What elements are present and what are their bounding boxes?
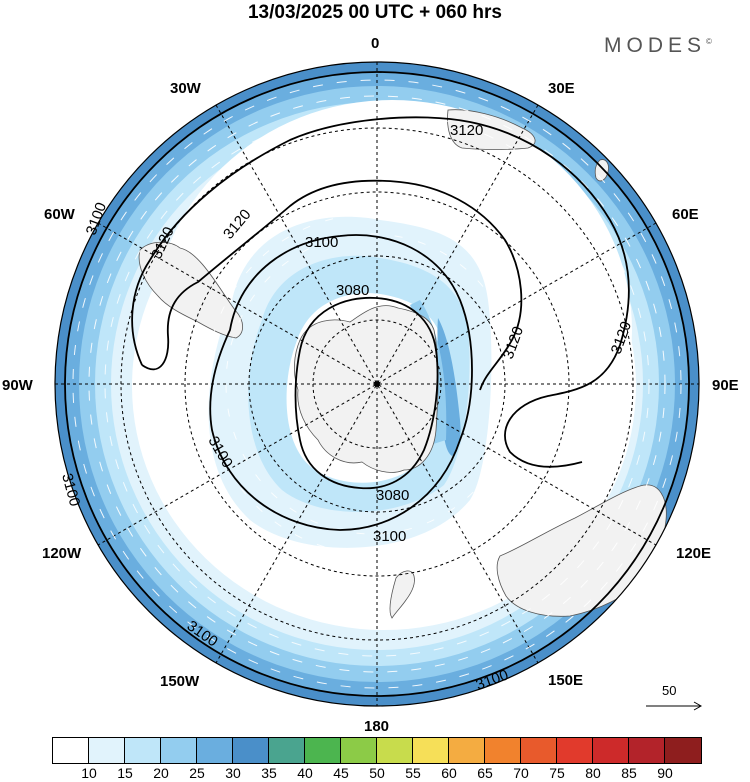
colorbar-tick-label: 80 <box>585 765 601 781</box>
colorbar-tick-label: 25 <box>189 765 205 781</box>
colorbar-swatch <box>485 738 521 763</box>
brand-name: MODES <box>604 34 707 57</box>
colorbar-swatch <box>197 738 233 763</box>
longitude-labels: 0 30E 60E 90E 120E 150E 180 150W 120W 90… <box>2 35 739 733</box>
colorbar-tick-label: 60 <box>441 765 457 781</box>
colorbar-swatch <box>341 738 377 763</box>
lon-label-120e: 120E <box>676 545 711 562</box>
colorbar-tick-label: 65 <box>477 765 493 781</box>
polar-map: 3120 3120 3120 3120 3120 3100 3100 3100 … <box>2 35 739 733</box>
colorbar-swatch <box>233 738 269 763</box>
contour-label: 3120 <box>450 122 483 139</box>
lon-label-60e: 60E <box>672 206 699 223</box>
colorbar-tick-label: 70 <box>513 765 529 781</box>
contour-label: 3080 <box>336 282 369 299</box>
colorbar-swatch <box>557 738 593 763</box>
colorbar-tick-label: 45 <box>333 765 349 781</box>
vector-scale-label: 50 <box>662 683 677 698</box>
colorbar-swatch <box>449 738 485 763</box>
south-america-outline <box>138 241 244 339</box>
lon-label-90e: 90E <box>712 377 739 394</box>
brand-logo: MODES© <box>604 34 712 58</box>
contour-3080 <box>294 296 439 490</box>
colorbar-swatch <box>593 738 629 763</box>
colorbar-swatch <box>629 738 665 763</box>
contour-label: 3080 <box>376 487 409 504</box>
map-border <box>54 61 700 707</box>
vector-scale-arrow <box>646 701 703 711</box>
colorbar-swatch <box>665 738 701 763</box>
colorbar-swatch <box>161 738 197 763</box>
colorbar-tick-label: 90 <box>657 765 673 781</box>
colorbar-tick-label: 20 <box>153 765 169 781</box>
lon-label-150e: 150E <box>548 672 583 689</box>
colorbar-tick-label: 40 <box>297 765 313 781</box>
africa-outline <box>447 109 536 150</box>
colorbar-swatch <box>413 738 449 763</box>
colorbar-swatch <box>377 738 413 763</box>
contour-3120 <box>131 116 630 468</box>
colorbar-swatch <box>53 738 89 763</box>
colorbar-labels: 10 15 20 25 30 35 40 45 50 55 60 65 70 75 80 85 90 <box>0 765 750 782</box>
copyright-mark: © <box>706 37 712 46</box>
contour-label: 3100 <box>305 234 338 251</box>
colorbar-tick-label: 15 <box>117 765 133 781</box>
antarctica-outline <box>294 305 439 473</box>
colorbar <box>52 737 702 764</box>
lon-label-30e: 30E <box>548 80 575 97</box>
lon-label-150w: 150W <box>160 673 200 690</box>
colorbar-tick-label: 75 <box>549 765 565 781</box>
lon-label-90w: 90W <box>2 377 34 394</box>
south-pole-marker <box>374 381 380 387</box>
lon-label-120w: 120W <box>42 545 82 562</box>
lon-label-60w: 60W <box>44 206 76 223</box>
colorbar-swatch <box>89 738 125 763</box>
colorbar-swatch <box>269 738 305 763</box>
wind-vectors <box>72 79 682 689</box>
contour-label: 3100 <box>373 528 406 545</box>
new-zealand-outline <box>389 570 415 619</box>
colorbar-swatch <box>521 738 557 763</box>
map-title: 13/03/2025 00 UTC + 060 hrs <box>247 2 503 23</box>
height-contours <box>64 71 690 697</box>
continents <box>138 109 667 619</box>
contour-3100-inner <box>209 234 473 531</box>
colorbar-tick-label: 30 <box>225 765 241 781</box>
colorbar-tick-label: 10 <box>81 765 97 781</box>
colorbar-tick-label: 50 <box>369 765 385 781</box>
colorbar-tick-label: 55 <box>405 765 421 781</box>
contour-3100-outer <box>64 71 690 697</box>
graticule <box>55 62 699 706</box>
colorbar-tick-label: 85 <box>621 765 637 781</box>
lon-label-30w: 30W <box>170 80 202 97</box>
colorbar-tick-label: 35 <box>261 765 277 781</box>
lon-label-0: 0 <box>371 35 379 52</box>
colorbar-swatch <box>125 738 161 763</box>
lon-label-180: 180 <box>364 718 389 733</box>
colorbar-swatch <box>305 738 341 763</box>
